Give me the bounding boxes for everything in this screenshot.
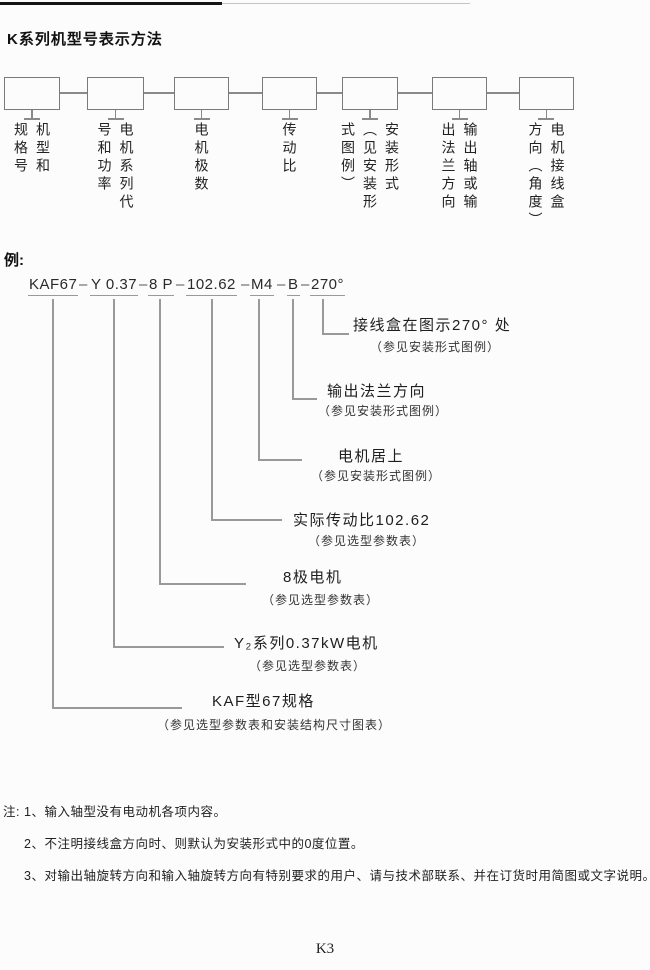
note-item-3: 3、对输出轴旋转方向和输入轴旋转方向有特别要求的用户、请与技术部联系、并在订货时… xyxy=(24,869,650,883)
callout-line-poles xyxy=(159,299,161,584)
model-separator: – xyxy=(176,276,185,293)
model-segment-spec: KAF67 xyxy=(28,276,79,296)
box-stem-foot xyxy=(538,118,554,120)
callout-line-motor xyxy=(113,299,115,647)
callout-note-motor: （参见选型参数表） xyxy=(249,659,367,673)
model-segment-mounting: M4 xyxy=(250,276,274,296)
box-label-terminal-box: 电机接线盒 方向（角度） xyxy=(527,122,566,230)
box-label-spec: 机型和 规格号 xyxy=(13,122,51,176)
page-title: K系列机型号表示方法 xyxy=(7,31,163,48)
box-stem-foot xyxy=(281,118,298,120)
box-connector xyxy=(487,92,519,94)
box-label-motor-series: 电机系列代 号和功率 xyxy=(96,122,135,212)
callout-elbow xyxy=(258,459,302,461)
box-connector xyxy=(317,92,342,94)
schema-box-3 xyxy=(174,77,229,110)
header-rule-light xyxy=(0,3,470,4)
callout-title-poles: 8极电机 xyxy=(283,569,343,586)
box-stem-foot xyxy=(362,118,378,120)
callout-title-ratio: 实际传动比102.62 xyxy=(293,512,431,529)
note-item-1: 1、输入轴型没有电动机各项内容。 xyxy=(24,805,227,819)
box-label-ratio: 传动比 xyxy=(281,122,298,176)
callout-note-angle: （参见安装形式图例） xyxy=(370,340,501,354)
model-segment-motor: Y 0.37 xyxy=(90,276,139,296)
box-stem xyxy=(545,110,548,119)
schema-box-5 xyxy=(342,77,398,110)
callout-elbow xyxy=(322,333,349,335)
schema-box-6 xyxy=(432,77,487,110)
callout-note-poles: （参见选型参数表） xyxy=(262,593,380,607)
model-segment-flange: B xyxy=(287,276,300,296)
box-label-poles: 电机极数 xyxy=(193,122,210,194)
box-stem xyxy=(114,110,117,119)
example-heading: 例: xyxy=(4,252,24,269)
box-stem-foot xyxy=(451,118,468,120)
box-stem xyxy=(458,110,461,119)
callout-note-flange: （参见安装形式图例） xyxy=(318,404,449,418)
callout-title-motor: Y₂系列0.37kW电机 xyxy=(234,635,379,652)
model-segment-angle: 270° xyxy=(310,276,346,296)
box-stem-foot xyxy=(193,118,210,120)
callout-line-ratio xyxy=(211,299,213,520)
schema-box-2 xyxy=(87,77,144,110)
callout-title-angle: 接线盒在图示270° 处 xyxy=(353,317,512,334)
callout-line-spec xyxy=(52,299,54,708)
schema-box-7 xyxy=(519,77,574,110)
model-separator: – xyxy=(79,276,88,293)
page-number: K3 xyxy=(315,941,335,957)
callout-title-flange: 输出法兰方向 xyxy=(327,383,427,400)
callout-elbow xyxy=(159,583,246,585)
schema-box-1 xyxy=(4,77,60,110)
callout-elbow xyxy=(292,398,317,400)
box-stem-foot xyxy=(107,118,124,120)
schema-box-4 xyxy=(262,77,317,110)
box-label-output-dir: 输出轴或输 出法兰方向 xyxy=(440,122,479,212)
callout-title-spec: KAF型67规格 xyxy=(212,693,315,710)
callout-elbow xyxy=(211,519,282,521)
model-segment-ratio: 102.62 xyxy=(186,276,237,296)
model-separator: – xyxy=(241,276,250,293)
callout-elbow xyxy=(52,707,182,709)
callout-line-mounting xyxy=(258,299,260,460)
callout-note-mounting: （参见安装形式图例） xyxy=(311,469,442,483)
model-segment-poles: 8 P xyxy=(148,276,175,296)
box-stem xyxy=(369,110,371,119)
model-separator: – xyxy=(277,276,286,293)
box-connector xyxy=(144,92,174,94)
box-connector xyxy=(398,92,432,94)
box-stem xyxy=(200,110,203,119)
note-item-2: 2、不注明接线盒方向时、则默认为安装形式中的0度位置。 xyxy=(24,837,364,851)
model-separator: – xyxy=(301,276,310,293)
model-separator: – xyxy=(139,276,148,293)
box-connector xyxy=(60,92,87,94)
notes-label: 注: xyxy=(3,805,20,819)
callout-elbow xyxy=(113,646,224,648)
callout-line-flange xyxy=(292,299,294,399)
callout-note-spec: （参见选型参数表和安装结构尺寸图表） xyxy=(157,718,392,732)
box-stem xyxy=(31,110,33,119)
callout-title-mounting: 电机居上 xyxy=(338,448,405,465)
box-stem xyxy=(288,110,291,119)
box-label-mounting: 安装形式 （见安装形 式图例） xyxy=(340,122,400,212)
box-stem-foot xyxy=(24,118,40,120)
header-rule xyxy=(0,2,222,5)
box-connector xyxy=(229,92,262,94)
callout-line-angle xyxy=(322,299,324,334)
callout-note-ratio: （参见选型参数表） xyxy=(308,534,426,548)
